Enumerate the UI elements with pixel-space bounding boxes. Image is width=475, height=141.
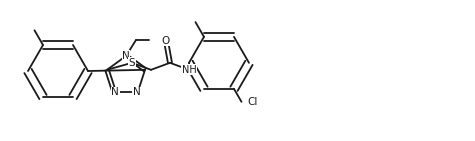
Text: NH: NH	[181, 65, 196, 75]
Text: Cl: Cl	[247, 97, 258, 107]
Text: O: O	[162, 36, 170, 46]
Text: N: N	[122, 50, 130, 60]
Text: S: S	[129, 58, 135, 68]
Text: N: N	[133, 87, 141, 97]
Text: N: N	[111, 87, 119, 97]
